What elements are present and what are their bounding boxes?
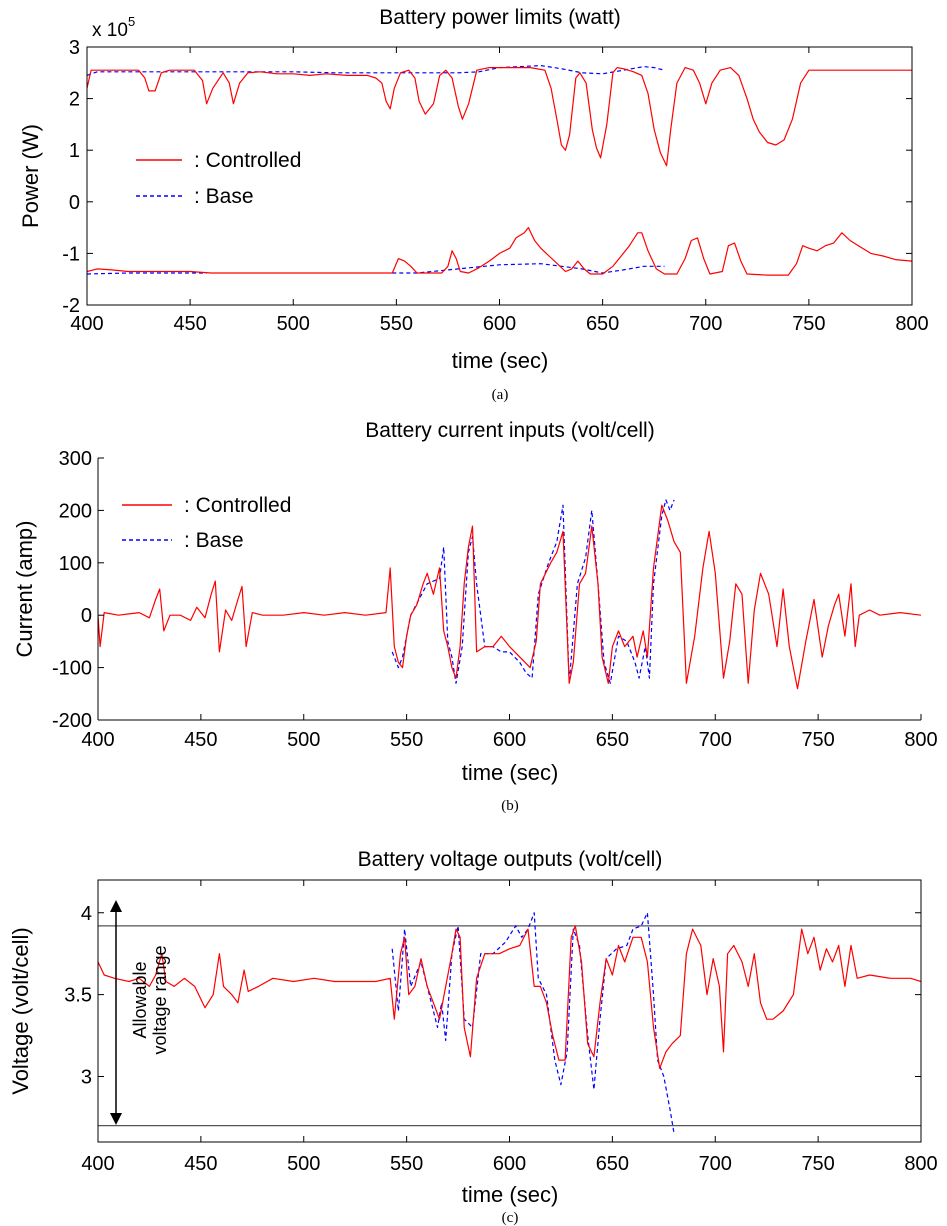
chart-a-ytick-label: 3 xyxy=(69,37,80,59)
chart-a-base-series-line xyxy=(392,263,665,274)
chart-c-xtick-label: 750 xyxy=(801,1153,834,1175)
allowable-range-annotation: Allowable voltage range xyxy=(110,900,170,1125)
chart-c-xtick-label: 500 xyxy=(287,1153,320,1175)
chart-a-xtick-label: 750 xyxy=(792,313,825,335)
chart-a-legend-controlled-label: : Controlled xyxy=(194,149,301,172)
chart-a-ytick-label: -2 xyxy=(62,295,80,317)
chart-c-ytick-label: 4 xyxy=(81,903,92,925)
chart-a-ytick-label: -1 xyxy=(62,243,80,265)
chart-a-xlabel: time (sec) xyxy=(452,348,549,373)
chart-a-xtick-label: 450 xyxy=(173,313,206,335)
chart-c: Battery voltage outputs (volt/cell) 400 4… xyxy=(8,848,938,1226)
chart-c-ytick-label: 3 xyxy=(81,1067,92,1089)
chart-b-xtick-label: 800 xyxy=(904,729,937,751)
chart-a-ytick-label: 1 xyxy=(69,140,80,162)
chart-c-ylabel: Voltage (volt/cell) xyxy=(8,927,33,1095)
chart-b-xtick-label: 650 xyxy=(596,729,629,751)
chart-b-legend-base-label: : Base xyxy=(184,529,244,552)
chart-b-ytick-label: -100 xyxy=(52,658,92,680)
chart-c-title: Battery voltage outputs (volt/cell) xyxy=(358,848,663,871)
chart-b-xlabel: time (sec) xyxy=(462,760,559,785)
allowable-range-label-line2: voltage range xyxy=(150,945,170,1054)
chart-a-exponent-power: 5 xyxy=(128,14,135,29)
chart-c-xtick-label: 600 xyxy=(493,1153,526,1175)
chart-a-xtick-label: 400 xyxy=(70,313,103,335)
chart-b-xtick-label: 550 xyxy=(390,729,423,751)
chart-b-xtick-label: 600 xyxy=(493,729,526,751)
chart-a-xtick-label: 700 xyxy=(689,313,722,335)
chart-a-caption: (a) xyxy=(492,387,509,403)
chart-b-xtick-label: 500 xyxy=(287,729,320,751)
chart-c-plot-area xyxy=(98,880,921,1142)
chart-b-xtick-label: 750 xyxy=(801,729,834,751)
chart-a-legend-base-label: : Base xyxy=(194,185,254,208)
chart-b-ytick-label: -200 xyxy=(52,710,92,732)
chart-c-xtick-label: 650 xyxy=(596,1153,629,1175)
chart-a-ytick-label: 2 xyxy=(69,89,80,111)
arrow-up-icon xyxy=(110,900,122,912)
chart-a-xtick-label: 500 xyxy=(277,313,310,335)
chart-b-ytick-label: 300 xyxy=(59,448,92,470)
chart-b-ytick-label: 0 xyxy=(81,605,92,627)
chart-b-caption: (b) xyxy=(501,798,519,814)
chart-a: Battery power limits (watt) x 10 5 400 45… xyxy=(18,6,929,403)
chart-b: Battery current inputs (volt/cell) 400 45… xyxy=(12,419,938,814)
chart-c-xlabel: time (sec) xyxy=(462,1182,559,1207)
chart-a-ytick-label: 0 xyxy=(69,192,80,214)
chart-a-title: Battery power limits (watt) xyxy=(379,6,621,29)
chart-c-xtick-label: 800 xyxy=(904,1153,937,1175)
allowable-range-label-line1: Allowable xyxy=(130,961,150,1038)
chart-b-ytick-label: 200 xyxy=(59,500,92,522)
arrow-down-icon xyxy=(110,1113,122,1125)
chart-a-base-series-line xyxy=(87,272,207,275)
chart-c-xtick-label: 550 xyxy=(390,1153,423,1175)
chart-c-xtick-label: 400 xyxy=(81,1153,114,1175)
chart-b-legend: : Controlled : Base xyxy=(122,494,291,552)
chart-a-exponent-prefix: x 10 xyxy=(92,20,128,41)
chart-a-ylabel: Power (W) xyxy=(18,124,43,228)
chart-b-legend-controlled-label: : Controlled xyxy=(184,494,291,517)
chart-a-controlled-series-line xyxy=(87,67,912,167)
chart-c-caption: (c) xyxy=(502,1210,519,1226)
chart-b-ytick-label: 100 xyxy=(59,553,92,575)
chart-c-xtick-label: 700 xyxy=(699,1153,732,1175)
chart-b-ylabel: Current (amp) xyxy=(12,521,37,658)
chart-b-base-series-line xyxy=(391,499,675,684)
chart-a-xtick-label: 650 xyxy=(586,313,619,335)
chart-c-controlled-series-line xyxy=(98,925,921,1069)
chart-a-xtick-label: 600 xyxy=(483,313,516,335)
chart-b-xtick-label: 700 xyxy=(699,729,732,751)
chart-b-title: Battery current inputs (volt/cell) xyxy=(365,419,654,442)
chart-a-plot-area xyxy=(87,47,912,305)
chart-c-xtick-label: 450 xyxy=(184,1153,217,1175)
chart-a-legend: : Controlled : Base xyxy=(136,149,301,208)
chart-a-xtick-label: 550 xyxy=(380,313,413,335)
chart-a-xtick-label: 800 xyxy=(895,313,928,335)
chart-b-xtick-label: 400 xyxy=(81,729,114,751)
chart-a-controlled-series-line xyxy=(87,227,912,276)
chart-c-base-series-line xyxy=(391,912,675,1134)
chart-b-controlled-series-line xyxy=(98,504,921,690)
chart-b-plot-area xyxy=(98,458,921,720)
chart-b-xtick-label: 450 xyxy=(184,729,217,751)
chart-c-ytick-label: 3.5 xyxy=(64,985,92,1007)
